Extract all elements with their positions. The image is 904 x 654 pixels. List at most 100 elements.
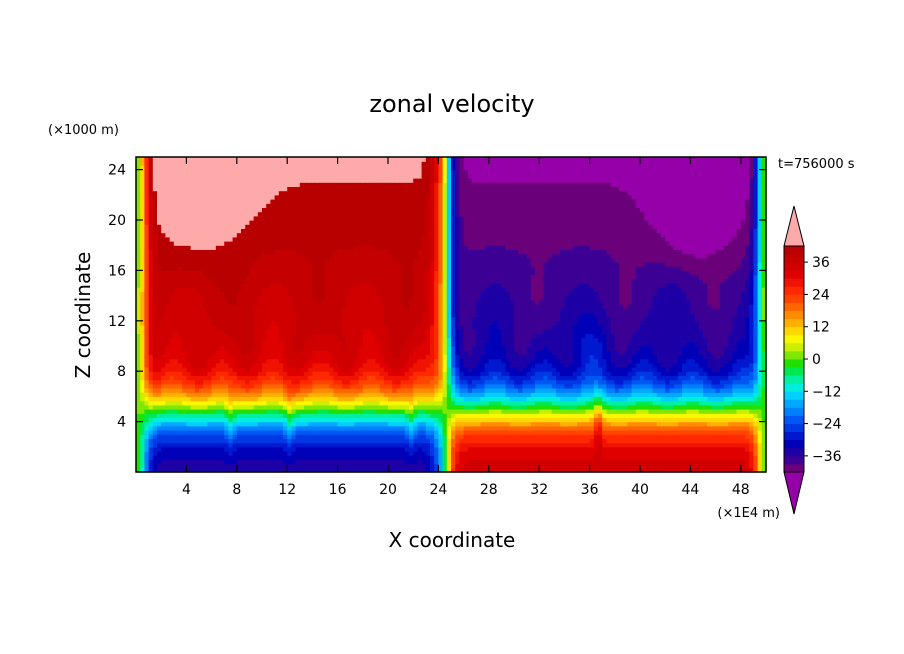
- contour-cell: [682, 446, 687, 452]
- contour-cell: [698, 396, 704, 402]
- contour-cell: [484, 421, 490, 427]
- contour-cell: [245, 388, 250, 393]
- contour-cell: [421, 413, 427, 418]
- contour-cell: [522, 367, 528, 372]
- contour-cell: [253, 337, 259, 343]
- contour-cell: [459, 400, 465, 406]
- contour-cell: [308, 396, 313, 402]
- contour-cell: [501, 354, 507, 360]
- contour-cell: [694, 367, 700, 372]
- contour-cell: [757, 392, 763, 397]
- contour-cell: [703, 425, 708, 431]
- contour-cell: [165, 451, 171, 456]
- contour-cell: [182, 413, 187, 418]
- contour-cell: [367, 341, 372, 347]
- contour-cell: [148, 337, 154, 343]
- contour-cell: [278, 438, 284, 444]
- contour-cell: [438, 404, 444, 410]
- contour-cell: [194, 425, 200, 431]
- contour-cell: [673, 396, 679, 402]
- contour-cell: [207, 354, 213, 360]
- contour-cell: [190, 358, 196, 364]
- contour-cell: [686, 417, 691, 423]
- contour-cell: [379, 388, 385, 393]
- contour-cell: [707, 409, 712, 414]
- contour-cell: [526, 430, 532, 435]
- contour-cell: [543, 451, 549, 456]
- contour-cell: [694, 434, 700, 439]
- contour-cell: [640, 337, 645, 343]
- contour-cell: [253, 455, 259, 460]
- contour-cell: [438, 341, 444, 347]
- contour-cell: [631, 409, 637, 414]
- contour-cell: [682, 425, 687, 431]
- contour-cell: [362, 425, 368, 431]
- contour-cell: [304, 333, 309, 339]
- contour-cell: [371, 383, 376, 389]
- contour-cell: [312, 346, 318, 351]
- contour-cell: [614, 455, 620, 460]
- contour-cell: [568, 371, 574, 376]
- contour-cell: [287, 371, 292, 376]
- contour-cell: [220, 434, 225, 439]
- contour-cell: [270, 329, 276, 334]
- contour-cell: [694, 379, 700, 385]
- contour-cell: [266, 371, 271, 376]
- contour-cell: [724, 455, 729, 460]
- contour-cell: [274, 371, 280, 376]
- contour-cell: [186, 413, 192, 418]
- contour-cell: [236, 346, 242, 351]
- contour-cell: [463, 400, 469, 406]
- contour-cell: [514, 400, 519, 406]
- contour-cell: [316, 358, 322, 364]
- contour-cell: [165, 350, 171, 355]
- contour-cell: [249, 455, 255, 460]
- contour-cell: [350, 400, 355, 406]
- contour-cell: [211, 358, 217, 364]
- contour-cell: [367, 451, 372, 456]
- contour-cell: [677, 459, 683, 465]
- contour-cell: [514, 337, 519, 343]
- contour-cell: [736, 362, 742, 368]
- contour-cell: [304, 455, 309, 460]
- contour-cell: [425, 417, 431, 423]
- contour-cell: [719, 409, 725, 414]
- contour-cell: [215, 379, 221, 385]
- contour-cell: [623, 467, 628, 473]
- contour-cell: [270, 362, 276, 368]
- contour-cell: [207, 333, 213, 339]
- contour-cell: [753, 379, 759, 385]
- contour-cell: [703, 417, 708, 423]
- contour-cell: [291, 459, 297, 465]
- contour-cell: [493, 409, 498, 414]
- contour-cell: [694, 442, 700, 448]
- contour-cell: [178, 463, 183, 469]
- contour-cell: [253, 463, 259, 469]
- contour-cell: [753, 409, 759, 414]
- contour-cell: [333, 337, 339, 343]
- contour-cell: [274, 400, 280, 406]
- contour-cell: [564, 371, 570, 376]
- contour-cell: [724, 383, 729, 389]
- contour-cell: [719, 446, 725, 452]
- contour-cell: [614, 451, 620, 456]
- contour-cell: [518, 442, 523, 448]
- contour-cell: [425, 350, 431, 355]
- contour-cell: [522, 362, 528, 368]
- contour-cell: [278, 446, 284, 452]
- contour-cell: [367, 371, 372, 376]
- contour-cell: [505, 451, 511, 456]
- contour-cell: [308, 434, 313, 439]
- contour-cell: [388, 421, 393, 427]
- contour-cell: [362, 362, 368, 368]
- contour-cell: [203, 375, 208, 381]
- contour-cell: [543, 367, 549, 372]
- contour-cell: [715, 446, 721, 452]
- contour-cell: [136, 354, 141, 360]
- contour-cell: [320, 417, 326, 423]
- contour-cell: [652, 404, 658, 410]
- contour-cell: [165, 396, 171, 402]
- contour-cell: [459, 459, 465, 465]
- contour-cell: [291, 467, 297, 473]
- contour-cell: [551, 430, 557, 435]
